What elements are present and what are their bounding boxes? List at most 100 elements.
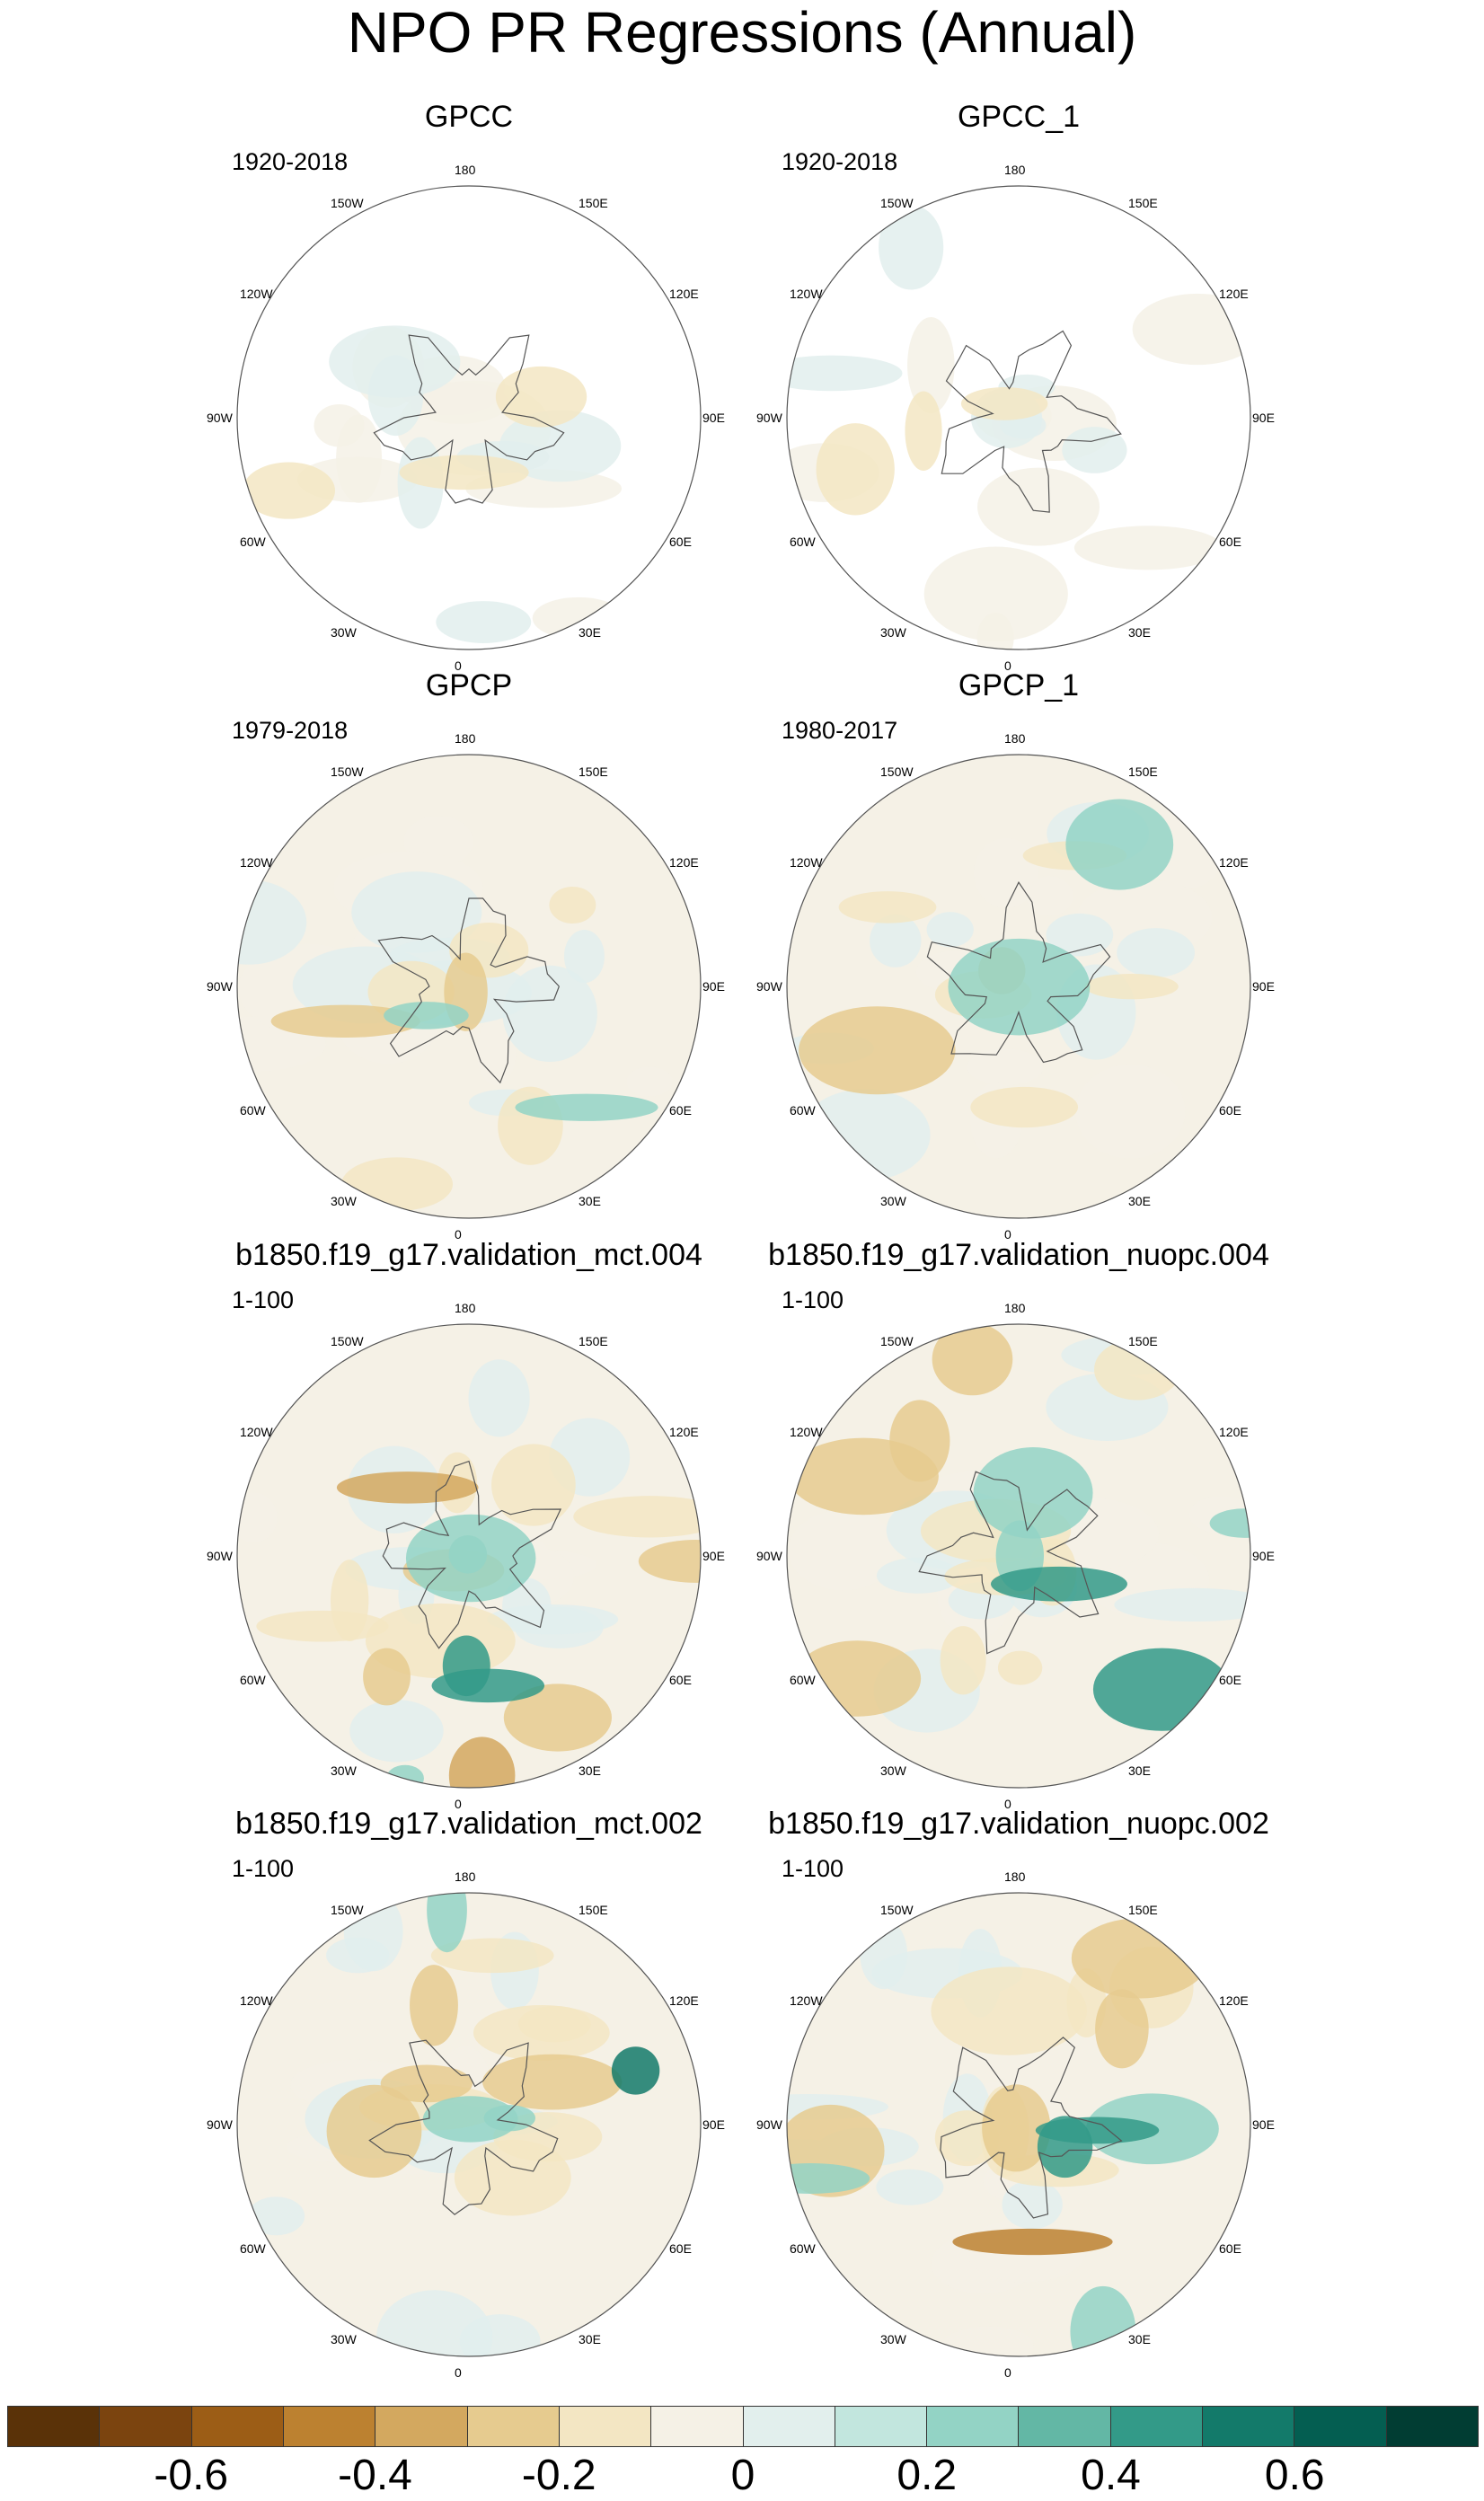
contour-shading — [1073, 526, 1223, 570]
longitude-label: 150E — [579, 1902, 608, 1917]
contour-shading — [499, 410, 622, 482]
panel-title: GPCP — [425, 668, 513, 703]
contour-shading — [982, 2084, 1051, 2172]
contour-shading — [948, 938, 1091, 1036]
longitude-label: 150W — [880, 1333, 914, 1348]
contour-shading — [997, 1650, 1043, 1685]
contour-shading — [515, 1093, 658, 1121]
longitude-label: 90W — [756, 979, 782, 994]
contour-shading — [787, 2163, 870, 2194]
contour-shading — [1065, 799, 1174, 890]
longitude-label: 0 — [455, 2365, 462, 2380]
longitude-label: 90E — [702, 2117, 725, 2132]
contour-shading — [1035, 2117, 1160, 2144]
contour-shading — [973, 837, 1039, 908]
contour-shading — [563, 930, 605, 984]
longitude-label: 30W — [880, 625, 906, 641]
contour-shading — [977, 467, 1100, 546]
longitude-label: 60W — [239, 1673, 266, 1687]
contour-shading — [448, 1737, 516, 1788]
longitude-label: 60W — [789, 1103, 816, 1118]
longitude-label: 30W — [331, 2332, 357, 2347]
map-boundary — [236, 754, 702, 1219]
panel-period: 1-100 — [232, 1286, 295, 1313]
longitude-label: 30W — [331, 625, 357, 641]
contour-shading — [329, 325, 461, 398]
longitude-label: 150W — [331, 1333, 364, 1348]
longitude-label: 150W — [880, 195, 914, 210]
contour-shading — [399, 455, 529, 490]
longitude-label: 30E — [1128, 625, 1151, 641]
map-panel — [236, 1323, 702, 1789]
longitude-label: 150W — [880, 1902, 914, 1917]
contour-shading — [876, 1557, 960, 1594]
contour-shading — [870, 914, 922, 968]
panel-period: 1920-2018 — [232, 148, 349, 175]
longitude-label: 60W — [239, 535, 266, 549]
panel-title: b1850.f19_g17.validation_mct.004 — [235, 1238, 702, 1272]
contour-shading — [1209, 1508, 1250, 1538]
longitude-label: 0 — [455, 658, 462, 673]
contour-shading — [788, 1509, 898, 1591]
contour-shading — [1132, 293, 1250, 366]
colorbar-tick-label: 0.4 — [1081, 2452, 1141, 2499]
contour-shading — [1071, 1918, 1209, 1999]
contour-shading — [336, 1471, 479, 1504]
colorbar-box — [1110, 2407, 1204, 2446]
contour-shading — [799, 1089, 931, 1181]
contour-shading — [573, 1496, 701, 1538]
longitude-label: 90W — [207, 411, 233, 425]
map-panel — [236, 1892, 702, 2357]
colorbar — [7, 2406, 1479, 2447]
longitude-label: 120E — [669, 855, 699, 870]
contour-shading — [931, 1966, 1087, 2055]
colorbar-box — [100, 2407, 192, 2446]
contour-shading — [384, 1002, 469, 1030]
longitude-label: 120E — [1219, 1425, 1249, 1439]
contour-shading — [430, 1938, 554, 1974]
longitude-label: 120W — [789, 287, 823, 301]
longitude-label: 150E — [1128, 1902, 1158, 1917]
contour-shading — [626, 1066, 673, 1097]
longitude-label: 90E — [702, 979, 725, 994]
longitude-label: 120E — [669, 287, 699, 301]
contour-shading — [1117, 928, 1195, 977]
panel-period: 1920-2018 — [782, 148, 898, 175]
colorbar-box — [651, 2407, 744, 2446]
map-panel — [236, 185, 702, 650]
colorbar-box — [375, 2407, 468, 2446]
panel-period: 1-100 — [232, 1855, 295, 1882]
panel-title: b1850.f19_g17.validation_nuopc.002 — [768, 1807, 1269, 1841]
contour-shading — [376, 2290, 493, 2356]
map-boundary — [786, 1892, 1251, 2357]
panel-period: 1979-2018 — [232, 717, 349, 744]
longitude-label: 120W — [789, 1993, 823, 2008]
contour-shading — [427, 1893, 467, 1953]
longitude-label: 90E — [702, 411, 725, 425]
longitude-label: 60E — [669, 1103, 692, 1118]
contour-shading — [349, 1700, 444, 1763]
panel-title: GPCC_1 — [957, 100, 1081, 134]
longitude-label: 0 — [1004, 658, 1011, 673]
longitude-label: 180 — [1004, 1301, 1026, 1315]
coastline — [368, 2039, 559, 2215]
longitude-label: 60E — [669, 535, 692, 549]
longitude-label: 120W — [239, 855, 273, 870]
longitude-label: 30W — [880, 1763, 906, 1779]
contour-shading — [436, 601, 532, 643]
contour-shading — [1070, 2285, 1136, 2356]
map-boundary — [786, 1323, 1251, 1789]
contour-shading — [638, 1540, 701, 1583]
contour-shading — [838, 891, 937, 924]
coastline — [382, 1460, 562, 1649]
longitude-label: 60W — [789, 1673, 816, 1687]
panel-title: GPCC — [424, 100, 514, 134]
colorbar-box — [8, 2407, 101, 2446]
colorbar-box — [1203, 2407, 1295, 2446]
longitude-label: 150E — [579, 195, 608, 210]
contour-shading — [491, 1444, 576, 1526]
longitude-label: 60E — [1219, 2241, 1241, 2256]
longitude-label: 150E — [1128, 1333, 1158, 1348]
contour-shading — [923, 546, 1068, 641]
longitude-label: 60E — [1219, 1103, 1241, 1118]
